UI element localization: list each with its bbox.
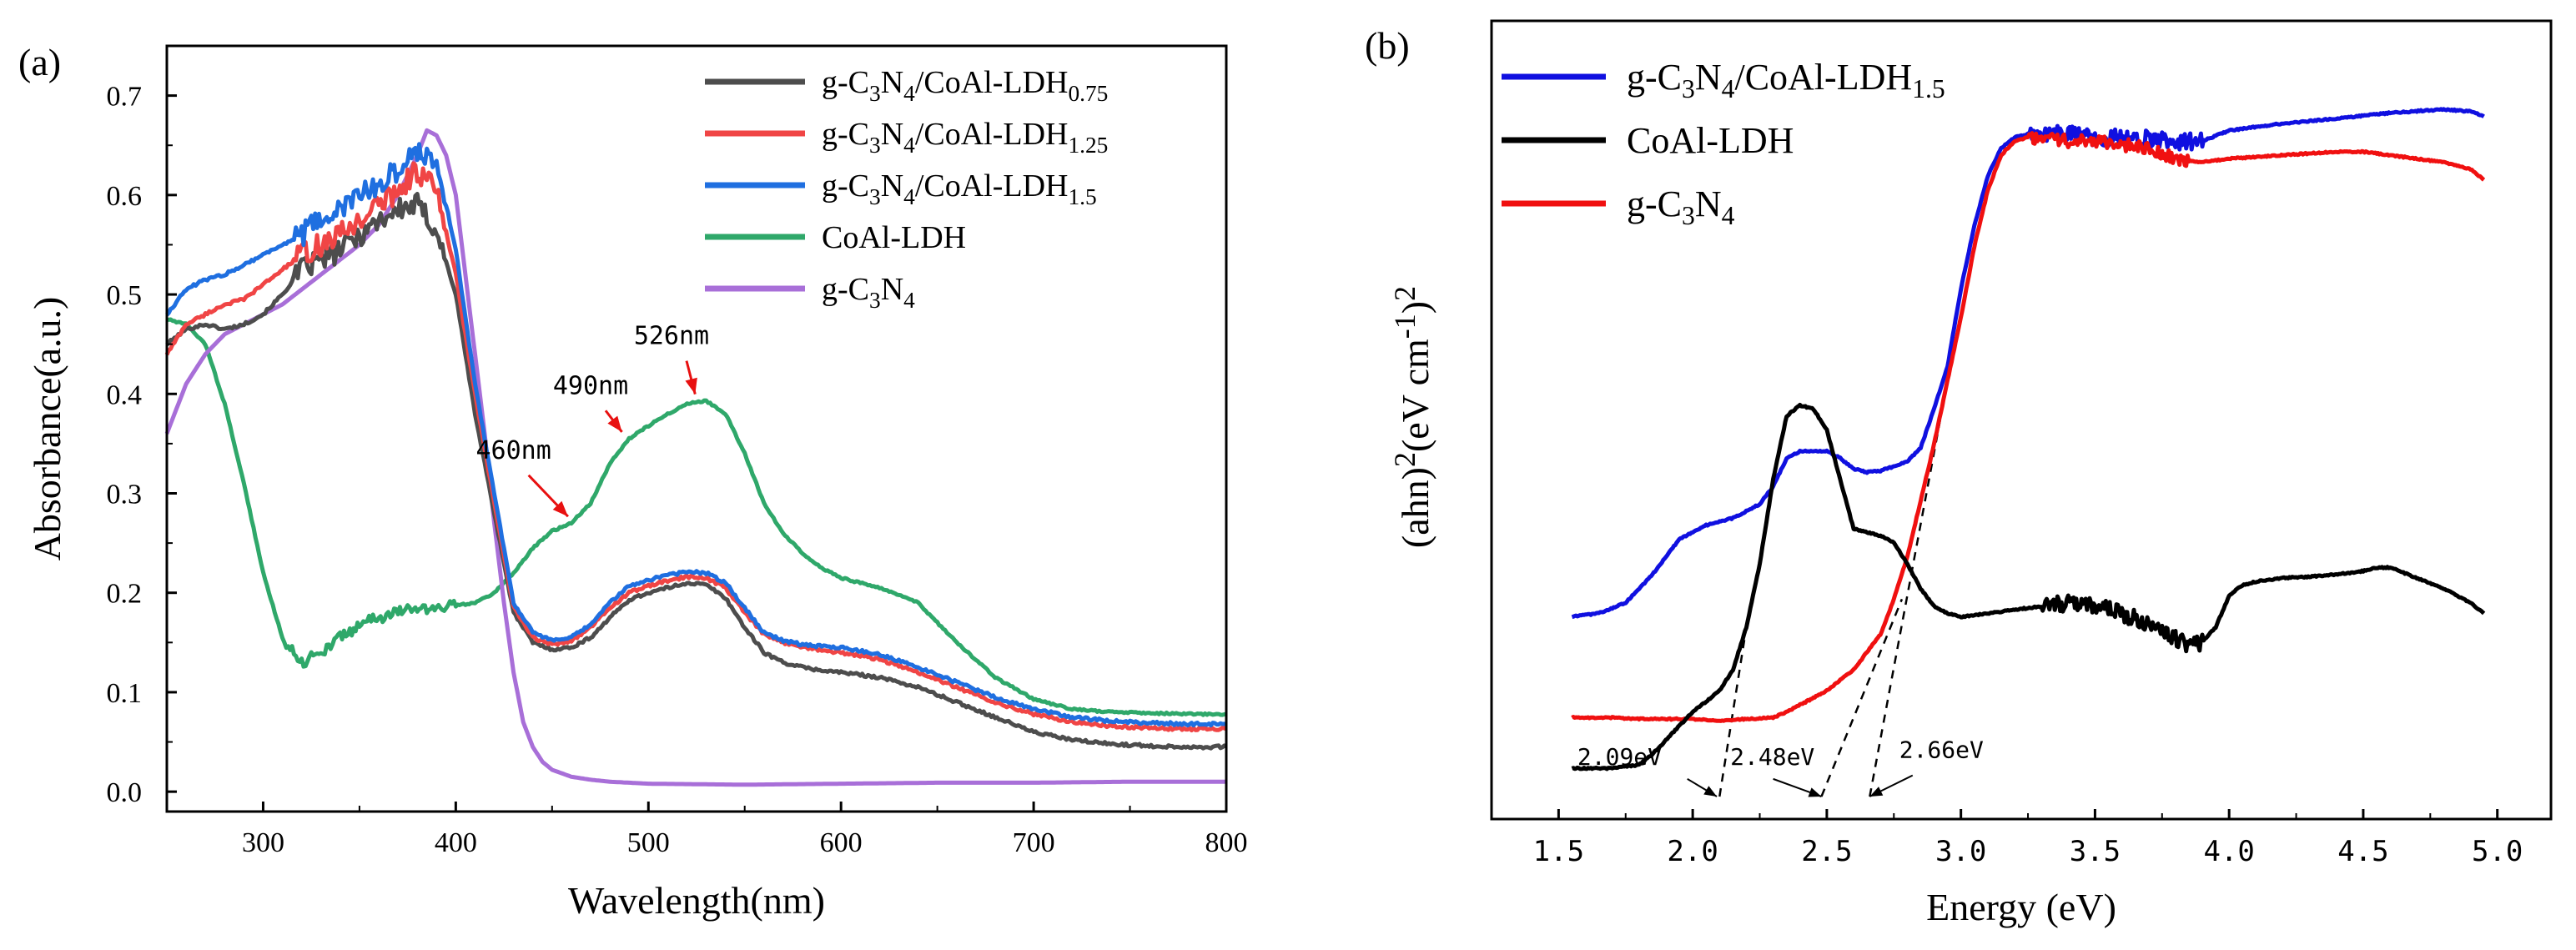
panel-a-x-axis: 300 400 500 600 700 800 [166, 802, 1248, 858]
y-tick-label: 0.4 [107, 379, 143, 410]
panel-a-y-axis: 0.0 0.1 0.2 0.3 0.4 0.5 0.6 0.7 [107, 45, 177, 808]
panel-b-x-axis-label: Energy (eV) [1926, 886, 2116, 928]
peak-label: 490nm [553, 371, 628, 400]
band-gap-label: 2.48eV [1730, 743, 1814, 771]
y-tick-label: 0.2 [107, 579, 143, 610]
x-tick-label: 300 [242, 827, 284, 858]
panel-b-y-axis-label-part: (eV cm [1394, 339, 1436, 452]
y-tick-label: 0.3 [107, 479, 143, 510]
legend-label: CoAl-LDH [822, 220, 966, 255]
y-tick-label: 0.7 [107, 82, 143, 113]
panel-b-x-axis: 1.5 2.0 2.5 3.0 3.5 4.0 4.5 5.0 [1491, 809, 2523, 868]
panel-b-plot-frame [1490, 19, 2553, 821]
legend-label: g-C3N4/CoAl-LDH1.5 [1627, 57, 1945, 103]
x-tick-label: 1.5 [1533, 835, 1584, 868]
x-tick-label: 2.0 [1667, 835, 1718, 868]
x-tick-label: 400 [435, 827, 477, 858]
x-tick-label: 500 [627, 827, 670, 858]
y-tick-label: 0.1 [107, 678, 143, 709]
x-tick-label: 4.5 [2337, 835, 2388, 868]
panel-a: (a) 300 400 500 600 700 800 0.00.10.20.30.40.… [18, 41, 1248, 922]
series-line-2 [1571, 131, 2486, 723]
legend-label: g-C3N4/CoAl-LDH0.75 [822, 65, 1108, 106]
series-line-3 [166, 317, 1227, 717]
annotation-arrowhead [1869, 787, 1884, 797]
panel-a-y-axis-label: Absorbance(a.u.) [26, 297, 68, 561]
panel-a-plot-frame [165, 44, 1228, 813]
x-tick-label: 5.0 [2472, 835, 2523, 868]
y-tick-label: 0.6 [107, 181, 143, 212]
panel-b-y-axis-label-part: ) [1394, 301, 1436, 314]
panel-a-legend: g-C3N4/CoAl-LDH0.75 g-C3N4/CoAl-LDH1.25 g-… [705, 65, 1108, 313]
x-tick-label: 2.5 [1801, 835, 1852, 868]
annotation-arrowhead [685, 377, 697, 395]
series-line-0 [165, 192, 1228, 751]
annotation-arrowhead [1808, 787, 1822, 797]
x-tick-label: 800 [1205, 827, 1248, 858]
legend-label: g-C3N4 [1627, 183, 1735, 230]
panel-b-y-axis-label-sup: 2 [1388, 452, 1421, 467]
x-tick-label: 3.0 [1935, 835, 1986, 868]
annotation-arrowhead [552, 500, 568, 517]
annotation-arrowhead [1703, 786, 1718, 797]
x-tick-label: 4.0 [2203, 835, 2254, 868]
y-tick-label: 0.0 [107, 777, 143, 808]
panel-b-series-layer [1571, 107, 2486, 772]
series-line-1 [164, 161, 1227, 733]
band-gap-label: 2.09eV [1577, 743, 1662, 771]
panel-b-y-axis-label-sup: 2 [1388, 286, 1421, 301]
panel-b-y-axis-label: (ahn)2(eV cm-1)2 [1388, 286, 1436, 548]
panel-b-y-axis-label-part: (ahn) [1394, 467, 1436, 548]
x-tick-label: 700 [1013, 827, 1055, 858]
series-line-4 [164, 128, 1227, 787]
legend-label: g-C3N4 [822, 272, 915, 313]
panel-a-x-axis-label: Wavelength(nm) [568, 879, 825, 922]
peak-label: 526nm [634, 322, 709, 351]
legend-label: CoAl-LDH [1627, 120, 1794, 161]
x-tick-label: 600 [820, 827, 863, 858]
tangent-line [1718, 627, 1748, 797]
panel-b-label: (b) [1365, 24, 1410, 67]
band-gap-label: 2.66eV [1899, 736, 1984, 764]
legend-label: g-C3N4/CoAl-LDH1.25 [822, 117, 1108, 158]
panel-b-y-axis-label-sup: -1 [1388, 314, 1421, 339]
panel-a-series-layer [164, 128, 1228, 787]
peak-label: 460nm [475, 436, 551, 465]
panel-b-annotations: 2.09eV 2.48eV 2.66eV [1577, 736, 1984, 797]
series-line-1 [1571, 402, 2486, 772]
panel-b-legend: g-C3N4/CoAl-LDH1.5 CoAl-LDH g-C3N4 [1502, 57, 1945, 230]
series-line-2 [165, 142, 1227, 728]
tangent-line [1820, 598, 1904, 797]
panel-b: (b) 1.5 2.0 2.5 3.0 3.5 4.0 4.5 5.0 Energy (eV)… [1365, 19, 2553, 928]
annotation-arrowhead [607, 415, 622, 432]
y-tick-label: 0.5 [107, 280, 143, 311]
panel-a-label: (a) [18, 41, 61, 83]
legend-label: g-C3N4/CoAl-LDH1.5 [822, 168, 1097, 209]
x-tick-label: 3.5 [2070, 835, 2121, 868]
